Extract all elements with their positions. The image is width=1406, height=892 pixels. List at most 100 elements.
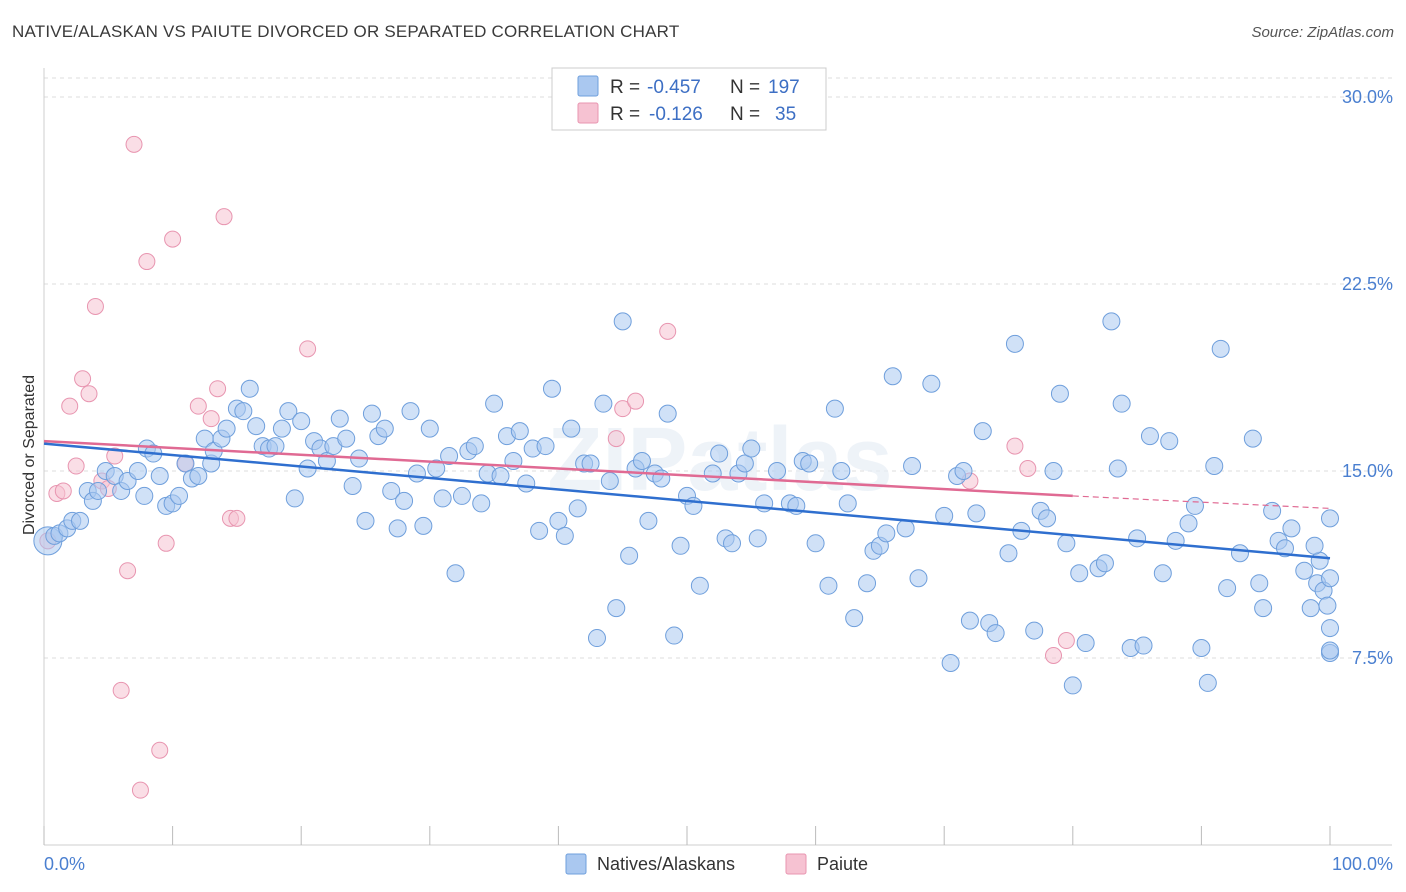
natives-alaskans-point — [89, 481, 108, 500]
natives-alaskans-point — [562, 419, 581, 438]
natives-alaskans-point — [1102, 312, 1121, 331]
natives-alaskans-point — [1275, 539, 1294, 558]
natives-alaskans-point — [838, 494, 857, 513]
legend-swatch-pink — [577, 102, 599, 124]
series-legend: Natives/Alaskans Paiute — [565, 853, 868, 875]
natives-alaskans-point — [594, 394, 613, 413]
paiute-point — [74, 370, 92, 388]
natives-alaskans-point — [401, 402, 420, 421]
natives-alaskans-point — [909, 569, 928, 588]
paiute-points — [39, 135, 1075, 799]
natives-alaskans-point — [240, 379, 259, 398]
natives-alaskans-point — [1166, 531, 1185, 550]
natives-alaskans-point — [665, 626, 684, 645]
natives-alaskans-point — [671, 536, 690, 555]
y-tick-label: 22.5% — [1342, 274, 1393, 294]
paiute-point — [627, 392, 645, 410]
x-tick-label-end: 100.0% — [1332, 854, 1393, 874]
natives-alaskans-point — [607, 599, 626, 618]
natives-alaskans-point — [1140, 427, 1159, 446]
natives-alaskans-point — [555, 526, 574, 545]
paiute-trend-line — [43, 439, 1073, 498]
natives-alaskans-point — [536, 437, 555, 456]
paiute-point — [80, 385, 98, 403]
legend-swatch-blue — [577, 75, 599, 97]
natives-alaskans-point — [748, 529, 767, 548]
natives-alaskans-point — [440, 447, 459, 466]
paiute-point — [131, 781, 149, 799]
legend-r-value-1: -0.457 — [647, 77, 701, 98]
natives-alaskans-point — [485, 394, 504, 413]
natives-alaskans-point — [832, 462, 851, 480]
paiute-point — [659, 322, 677, 340]
bottom-legend-swatch-blue — [565, 853, 587, 875]
natives-alaskans-point — [388, 519, 407, 538]
y-axis-label: Divorced or Separated — [21, 375, 38, 535]
natives-alaskans-point — [452, 486, 471, 505]
natives-alaskans-point — [1310, 551, 1329, 570]
natives-alaskans-point — [1005, 334, 1024, 353]
natives-alaskans-point — [806, 534, 825, 553]
paiute-point — [1045, 647, 1063, 665]
paiute-point — [607, 430, 625, 448]
paiute-point — [164, 230, 182, 248]
natives-alaskans-point — [825, 399, 844, 418]
paiute-point — [61, 397, 79, 415]
natives-alaskans-point — [703, 464, 722, 483]
bottom-legend-swatch-pink — [785, 853, 807, 875]
natives-alaskans-point — [954, 462, 973, 480]
natives-alaskans-point — [742, 439, 761, 458]
stats-legend: R = -0.457 N = 197 R = -0.126 N = 35 — [551, 67, 827, 131]
natives-alaskans-point — [1250, 574, 1269, 593]
legend-r-value-2: -0.126 — [649, 104, 703, 125]
natives-alaskans-point — [427, 459, 446, 478]
natives-alaskans-point — [1254, 599, 1273, 618]
natives-alaskans-point — [735, 454, 754, 473]
natives-alaskans-point — [639, 511, 658, 530]
y-tick-label: 7.5% — [1352, 648, 1393, 668]
natives-alaskans-point — [1038, 509, 1057, 528]
natives-alaskans-point — [1192, 639, 1211, 658]
natives-alaskans-point — [1321, 619, 1339, 638]
natives-alaskans-point — [128, 462, 147, 480]
natives-alaskans-point — [1063, 676, 1082, 695]
paiute-point — [202, 410, 220, 428]
natives-alaskans-point — [1108, 459, 1127, 478]
paiute-point — [228, 509, 246, 527]
natives-alaskans-point — [986, 624, 1005, 643]
natives-alaskans-point — [632, 452, 651, 471]
axes: 7.5% 15.0% 22.5% 30.0% 0.0% 100.0% — [43, 68, 1393, 874]
natives-alaskans-point — [1263, 501, 1282, 520]
natives-alaskans-point — [433, 489, 452, 508]
natives-alaskans-point — [420, 419, 439, 438]
natives-alaskans-point — [1305, 536, 1324, 555]
natives-alaskans-point — [517, 474, 536, 493]
natives-alaskans-point — [587, 629, 606, 648]
natives-alaskans-point — [922, 374, 941, 393]
natives-alaskans-point — [549, 511, 568, 530]
x-tick-label-start: 0.0% — [44, 854, 85, 874]
paiute-point — [614, 400, 632, 418]
natives-alaskans-point — [903, 457, 922, 476]
natives-alaskans-point — [1205, 457, 1224, 476]
natives-alaskans-point — [1025, 621, 1044, 640]
natives-alaskans-point — [510, 422, 529, 441]
paiute-point — [119, 562, 137, 580]
natives-alaskans-point — [343, 476, 362, 495]
paiute-point — [209, 380, 227, 398]
natives-alaskans-point — [189, 466, 208, 485]
paiute-point — [1019, 460, 1037, 478]
natives-alaskans-point — [1198, 673, 1217, 692]
natives-alaskans-point — [1128, 529, 1147, 548]
natives-alaskans-point — [1230, 544, 1249, 563]
natives-alaskans-point — [845, 609, 864, 628]
natives-alaskans-point — [234, 402, 253, 421]
paiute-point — [1006, 437, 1024, 455]
natives-alaskans-point — [217, 419, 236, 438]
y-tick-label: 15.0% — [1342, 461, 1393, 481]
natives-alaskans-point — [877, 524, 896, 543]
natives-alaskans-point — [581, 454, 600, 473]
natives-alaskans-point — [1301, 599, 1320, 618]
natives-alaskans-point — [960, 611, 979, 630]
natives-alaskans-point — [941, 653, 960, 672]
